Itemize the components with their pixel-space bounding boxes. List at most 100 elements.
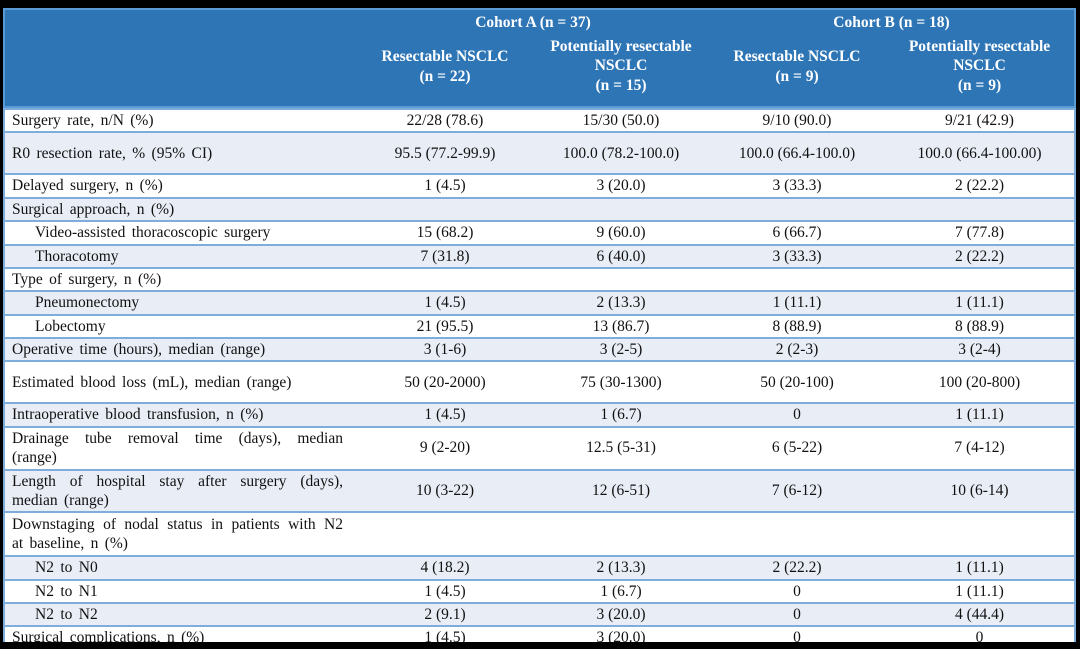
row-label: Surgical complications, n (%) [12, 629, 205, 642]
table-body: Surgery rate, n/N (%) 22/28 (78.6) 15/30 (… [3, 108, 1076, 642]
row-label: Type of surgery, n (%) [12, 270, 162, 288]
section-row: Downstaging of nodal status in patients … [5, 511, 1074, 556]
column-header-4: Potentially resectable NSCLC (n = 9) [885, 38, 1074, 96]
row-value: 3 (33.3) [772, 247, 822, 265]
table-row: Thoracotomy 7 (31.8) 6 (40.0) 3 (33.3) 2 (22… [5, 243, 1074, 267]
table-row: Length of hospital stay after surgery (d… [5, 468, 1074, 512]
row-value: 100.0 (78.2-100.0) [562, 144, 680, 162]
table-row: Operative time (hours), median (range) 3 … [5, 337, 1074, 361]
table-row: Video-assisted thoracoscopic surgery 15 (… [5, 220, 1074, 244]
row-label: Intraoperative blood transfusion, n (%) [12, 406, 264, 424]
row-value: 95.5 (77.2-99.9) [394, 144, 496, 162]
row-value: 6 (40.0) [596, 247, 646, 265]
row-value: 1 (11.1) [955, 406, 1004, 424]
row-value: 1 (4.5) [424, 294, 466, 312]
row-label: Surgery rate, n/N (%) [12, 112, 154, 129]
row-value: 1 (11.1) [955, 294, 1004, 312]
row-label: Video-assisted thoracoscopic surgery [35, 224, 271, 242]
row-value: 3 (20.0) [596, 177, 646, 195]
row-value: 100 (20-800) [938, 373, 1021, 391]
table-row: Pneumonectomy 1 (4.5) 2 (13.3) 1 (11.1) 1 (1… [5, 290, 1074, 314]
row-label: Length of hospital stay after surgery (d… [12, 472, 343, 509]
row-value: 8 (88.9) [772, 317, 822, 335]
row-value: 2 (13.3) [596, 294, 646, 312]
row-label: N2 to N2 [35, 606, 98, 623]
row-value: 15 (68.2) [416, 224, 474, 242]
row-label: Delayed surgery, n (%) [12, 177, 163, 195]
table-row: Drainage tube removal time (days), media… [5, 425, 1074, 469]
row-value: 9 (2-20) [419, 439, 471, 457]
row-label: Estimated blood loss (mL), median (range… [12, 373, 292, 391]
row-value: 1 (11.1) [955, 582, 1004, 600]
row-value: 1 (4.5) [424, 582, 466, 600]
row-label: N2 to N1 [35, 582, 98, 600]
table-row: N2 to N2 2 (9.1) 3 (20.0) 0 4 (44.4) [5, 602, 1074, 626]
row-value [533, 208, 709, 210]
column-header-2: Potentially resectable NSCLC (n = 15) [533, 38, 709, 96]
table-row: Lobectomy 21 (95.5) 13 (86.7) 8 (88.9) 8 (88… [5, 313, 1074, 337]
row-value: 3 (1-6) [423, 341, 467, 358]
row-value: 1 (4.5) [424, 177, 466, 195]
row-value: 2 (22.2) [772, 559, 822, 577]
table-header: Cohort A (n = 37) Cohort B (n = 18) Rese… [3, 8, 1076, 108]
row-value: 1 (6.7) [600, 406, 642, 424]
row-value: 3 (2-5) [599, 341, 643, 358]
surgery-outcomes-table: Cohort A (n = 37) Cohort B (n = 18) Rese… [3, 8, 1076, 642]
row-value: 6 (66.7) [772, 224, 822, 242]
cohort-group-row: Cohort A (n = 37) Cohort B (n = 18) [5, 10, 1074, 34]
row-value: 10 (3-22) [415, 482, 475, 500]
row-value [885, 279, 1074, 281]
row-value: 2 (13.3) [596, 559, 646, 577]
row-value: 22/28 (78.6) [406, 112, 484, 129]
row-label: Operative time (hours), median (range) [12, 341, 266, 358]
column-title: Potentially resectable NSCLC [908, 38, 1051, 75]
row-value: 1 (6.7) [600, 582, 642, 600]
table-row: Surgery rate, n/N (%) 22/28 (78.6) 15/30 (… [5, 108, 1074, 132]
column-header-1: Resectable NSCLC (n = 22) [357, 48, 533, 87]
row-value: 100.0 (66.4-100.0) [738, 144, 856, 162]
row-value: 12.5 (5-31) [586, 439, 656, 457]
row-value: 12 (6-51) [591, 482, 651, 500]
column-sample-size: (n = 9) [775, 67, 819, 85]
table-row: Intraoperative blood transfusion, n (%) 1… [5, 402, 1074, 426]
row-value: 1 (11.1) [955, 559, 1004, 577]
row-label: R0 resection rate, % (95% CI) [12, 144, 213, 162]
column-sample-size: (n = 9) [957, 76, 1002, 94]
row-value: 13 (86.7) [592, 317, 650, 335]
row-value: 2 (22.2) [954, 177, 1005, 195]
row-value [885, 533, 1074, 535]
column-sample-size: (n = 15) [595, 76, 647, 94]
row-value [357, 533, 533, 535]
column-title: Resectable NSCLC [733, 47, 861, 65]
row-value: 1 (11.1) [772, 294, 822, 312]
row-value: 2 (22.2) [954, 247, 1005, 265]
row-label: Surgical approach, n (%) [12, 200, 175, 218]
row-value: 4 (18.2) [420, 559, 470, 577]
row-label: Pneumonectomy [35, 294, 140, 312]
table-row: N2 to N1 1 (4.5) 1 (6.7) 0 1 (11.1) [5, 578, 1074, 602]
row-value: 7 (4-12) [954, 439, 1005, 457]
row-value: 4 (44.4) [954, 606, 1005, 623]
row-label: Thoracotomy [35, 247, 119, 265]
row-value: 6 (5-22) [771, 439, 823, 457]
row-value [709, 533, 885, 535]
column-header-3: Resectable NSCLC (n = 9) [709, 48, 885, 87]
row-value: 0 [793, 629, 801, 642]
row-value: 9/21 (42.9) [945, 112, 1014, 129]
row-value: 75 (30-1300) [580, 373, 662, 391]
row-label: Drainage tube removal time (days), media… [12, 429, 343, 467]
row-value [709, 208, 885, 210]
row-value: 7 (31.8) [420, 247, 470, 265]
column-title: Resectable NSCLC [381, 47, 509, 65]
column-header-row: Resectable NSCLC (n = 22) Potentially rese… [5, 34, 1074, 106]
row-label: N2 to N0 [35, 559, 98, 577]
row-value [709, 279, 885, 281]
row-value [885, 208, 1074, 210]
table-row: N2 to N0 4 (18.2) 2 (13.3) 2 (22.2) 1 (11.1) [5, 555, 1074, 579]
row-value: 21 (95.5) [416, 317, 474, 335]
row-value: 1 (4.5) [424, 406, 466, 424]
cohort-a-header: Cohort A (n = 37) [475, 14, 591, 31]
row-value: 50 (20-2000) [404, 373, 486, 391]
row-value [533, 279, 709, 281]
